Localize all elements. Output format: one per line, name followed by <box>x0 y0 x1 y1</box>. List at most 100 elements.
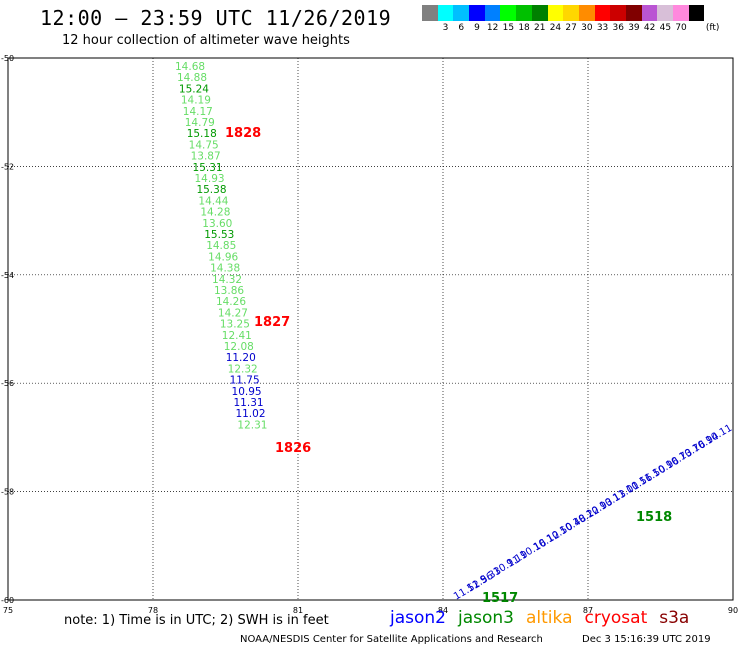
wave-height-label: 14.96 <box>208 251 238 263</box>
legend-swatch <box>625 5 642 21</box>
legend-swatch <box>563 5 579 21</box>
page-title: 12:00 – 23:59 UTC 11/26/2019 <box>40 6 392 30</box>
wave-height-label: 14.28 <box>200 207 230 219</box>
legend-label: 9 <box>474 23 480 33</box>
footer-note: note: 1) Time is in UTC; 2) SWH is in fe… <box>64 613 329 628</box>
legend-label: 6 <box>458 23 465 33</box>
wave-height-label: 14.17 <box>183 106 213 118</box>
map-frame <box>7 57 734 601</box>
y-tick-label: -50 <box>1 54 14 63</box>
legend-label: 70 <box>675 23 687 33</box>
legend-label: 18 <box>518 23 530 33</box>
legend-label: 15 <box>502 23 515 33</box>
y-tick-label: -56 <box>1 379 14 388</box>
wave-height-label: 14.32 <box>212 274 242 286</box>
wave-height-label: 14.85 <box>206 240 236 252</box>
legend-swatch <box>437 5 454 21</box>
legend-swatch <box>610 5 626 21</box>
footer-timestamp: Dec 3 15:16:39 UTC 2019 <box>582 634 711 645</box>
legend-label: 30 <box>581 23 593 33</box>
wave-height-label: 14.79 <box>185 117 215 129</box>
satellite-legend: jason2 jason3 altika cryosat s3a <box>390 608 701 628</box>
x-tick-label: 81 <box>293 606 303 615</box>
legend-swatch <box>547 5 564 21</box>
wave-height-label: 11.02 <box>235 408 265 420</box>
legend-swatch <box>453 5 470 21</box>
wave-height-label: 13.25 <box>220 319 250 331</box>
wave-height-label: 11.20 <box>226 352 256 364</box>
wave-height-label: 15.31 <box>193 162 223 174</box>
satellite-jason2: jason2 <box>390 608 446 628</box>
satellite-cryosat: cryosat <box>584 608 648 628</box>
legend-label: 21 <box>534 23 546 33</box>
wave-height-label: 15.38 <box>196 184 226 196</box>
wave-height-label: 14.93 <box>195 173 225 185</box>
legend-label: 3 <box>442 23 449 33</box>
wave-height-label: 14.27 <box>218 307 248 319</box>
legend-label: 12 <box>486 23 499 33</box>
wave-height-label: 11.31 <box>234 397 264 409</box>
x-tick-label: 84 <box>438 606 448 615</box>
wave-height-label: 15.53 <box>204 229 234 241</box>
wave-height-label: 14.19 <box>181 95 211 107</box>
legend-swatch <box>531 5 548 21</box>
legend-label: 27 <box>565 23 577 33</box>
legend-swatch <box>641 5 658 21</box>
wave-height-label: 12.31 <box>237 419 267 431</box>
legend-swatch <box>422 5 438 21</box>
map-grid <box>7 57 734 601</box>
y-tick-label: -52 <box>1 162 14 171</box>
legend-label: 39 <box>628 23 640 33</box>
wave-height-label: 14.26 <box>216 296 246 308</box>
legend-swatch <box>469 5 485 21</box>
satellite-altika: altika <box>526 608 573 628</box>
wave-height-label: 10.95 <box>232 386 262 398</box>
wave-height-label: 15.18 <box>187 128 217 140</box>
x-tick-label: 78 <box>148 606 158 615</box>
wave-height-label: 15.24 <box>179 83 209 95</box>
wave-height-label: 13.86 <box>214 285 244 297</box>
legend-swatch <box>657 5 673 21</box>
wave-height-label: 11.75 <box>230 375 260 387</box>
x-tick-label: 87 <box>583 606 593 615</box>
satellite-jason3: jason3 <box>458 608 514 628</box>
legend-swatch <box>516 5 532 21</box>
legend-label: 36 <box>612 23 624 33</box>
wave-height-label: 14.68 <box>175 61 205 73</box>
footer-credit: NOAA/NESDIS Center for Satellite Applica… <box>240 634 543 645</box>
y-tick-label: -58 <box>1 488 14 497</box>
x-tick-label: 90 <box>728 606 738 615</box>
wave-height-label: 14.44 <box>198 195 228 207</box>
wave-height-label: 14.88 <box>177 72 207 84</box>
legend-swatch <box>594 5 611 21</box>
x-tick-label: 75 <box>3 606 13 615</box>
y-tick-label: -54 <box>1 271 14 280</box>
track-1: 14.6814.8815.2414.1914.1714.7915.1814.75… <box>175 61 311 456</box>
legend-swatch <box>484 5 501 21</box>
legend-swatch <box>688 5 705 21</box>
map-axes: 75 78 81 84 87 90 -50 -52 -54 -56 -58 -60 <box>1 54 738 615</box>
wave-height-label: 13.60 <box>202 218 232 230</box>
time-label: 1828 <box>225 126 261 141</box>
wave-height-label: 10.11 <box>704 423 734 447</box>
time-label: 1826 <box>275 441 311 456</box>
satellite-tracks: 14.6814.8815.2414.1914.1714.7915.1814.75… <box>175 61 734 606</box>
y-tick-label: -60 <box>1 596 14 605</box>
legend-unit: (ft) <box>705 23 720 33</box>
wave-height-label: 12.41 <box>222 330 252 342</box>
page-subtitle: 12 hour collection of altimeter wave hei… <box>62 33 350 48</box>
track-2: 11.5211.569.3310.119.1910.1610.1210.5010… <box>452 423 734 606</box>
time-label: 1517 <box>482 591 518 606</box>
wave-height-label: 13.87 <box>191 151 221 163</box>
legend-label: 33 <box>596 23 609 33</box>
legend-swatch <box>578 5 595 21</box>
satellite-s3a: s3a <box>659 608 690 628</box>
time-label: 1827 <box>254 315 290 330</box>
wave-height-label: 14.75 <box>189 139 219 151</box>
legend-swatch <box>673 5 689 21</box>
wave-height-label: 12.32 <box>228 363 258 375</box>
wave-height-label: 12.08 <box>224 341 254 353</box>
legend-label: 24 <box>549 23 562 33</box>
wave-height-label: 14.38 <box>210 263 240 275</box>
